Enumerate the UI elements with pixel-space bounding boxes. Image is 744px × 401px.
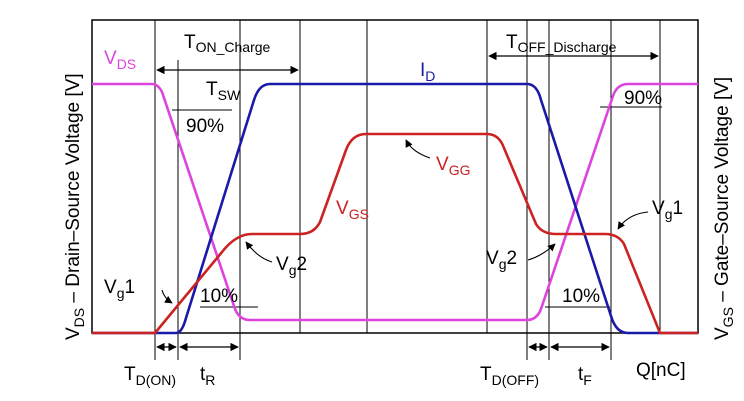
t-sw-label: TSW bbox=[206, 79, 241, 103]
pct10-right-label: 10% bbox=[562, 286, 600, 307]
pct90-left-label: 90% bbox=[186, 116, 224, 137]
vg2-left-label: Vg2 bbox=[276, 254, 307, 278]
td-off-label: TD(OFF) bbox=[480, 364, 539, 388]
vgs-waveform bbox=[92, 132, 698, 335]
pct90-right-label: 90% bbox=[624, 88, 662, 109]
vg2-left-leader bbox=[245, 241, 273, 263]
vg2-right-label: Vg2 bbox=[486, 248, 517, 272]
t-off-discharge-label: TOFF_Discharge bbox=[506, 32, 617, 55]
right-axis-title: VGS – Gate–Source Voltage [V] bbox=[712, 77, 736, 340]
percent-reference-lines bbox=[172, 106, 662, 308]
vg1-right-label: Vg1 bbox=[652, 198, 683, 222]
t-on-charge-label: TON_Charge bbox=[184, 32, 271, 55]
interval-arrows bbox=[156, 51, 659, 352]
leader-lines bbox=[161, 139, 649, 304]
pct10-left-label: 10% bbox=[200, 286, 238, 307]
vertical-gridlines bbox=[154, 20, 661, 360]
left-axis-title: VDS – Drain–Source Voltage [V] bbox=[63, 73, 87, 340]
vgg-leader bbox=[405, 139, 431, 159]
vg1-right-leader bbox=[617, 211, 649, 230]
vds-label: VDS bbox=[104, 48, 136, 72]
vds-waveform bbox=[92, 82, 698, 322]
vg1-left-leader bbox=[161, 289, 173, 304]
vg1-left-label: Vg1 bbox=[104, 277, 135, 301]
td-on-label: TD(ON) bbox=[124, 364, 176, 388]
vgg-label: VGG bbox=[436, 154, 470, 178]
vg2-right-leader bbox=[527, 243, 556, 261]
tf-label: tF bbox=[578, 364, 592, 388]
vgs-label: VGS bbox=[336, 198, 369, 222]
id-waveform bbox=[92, 82, 698, 335]
id-label: ID bbox=[420, 60, 435, 84]
plot-frame bbox=[91, 19, 699, 334]
x-unit-label: Q[nC] bbox=[636, 360, 686, 381]
tr-label: tR bbox=[200, 364, 215, 388]
